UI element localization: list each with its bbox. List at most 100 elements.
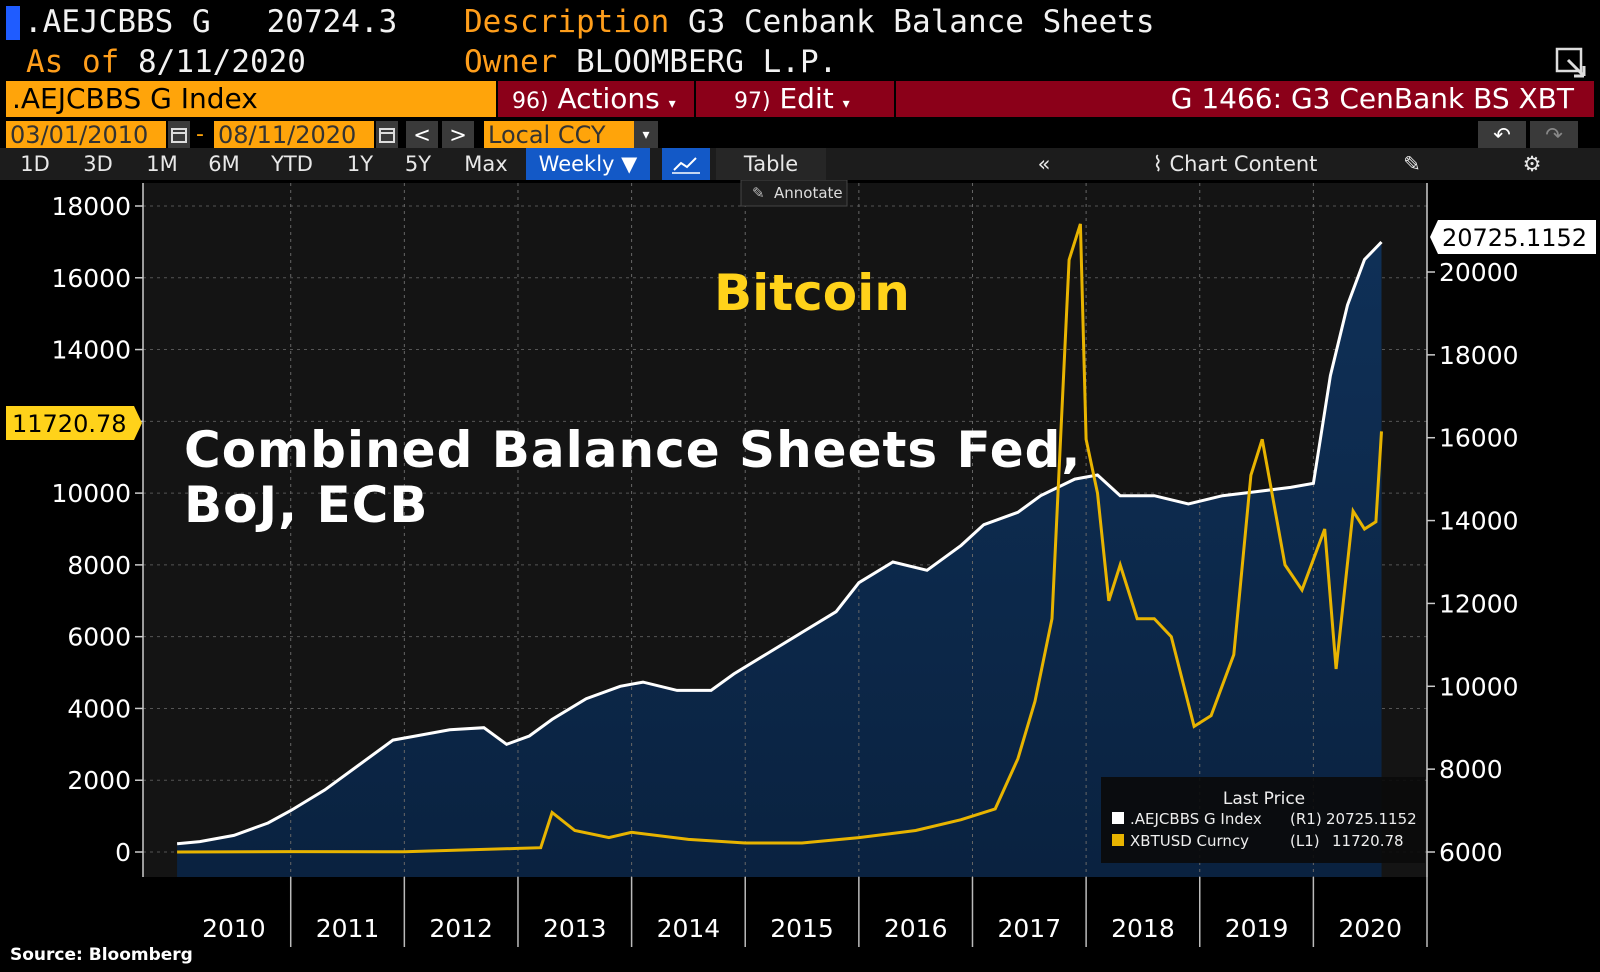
chart-content-label: Chart Content bbox=[1169, 152, 1318, 176]
range-5y[interactable]: 5Y bbox=[404, 152, 432, 176]
ticker[interactable]: .AEJCBBS G bbox=[24, 4, 211, 40]
owner: Owner BLOOMBERG L.P. bbox=[464, 44, 837, 80]
previous-period-button[interactable]: < bbox=[406, 121, 438, 149]
asof-value: 8/11/2020 bbox=[138, 44, 306, 80]
left-tick-label: 8000 bbox=[67, 551, 131, 580]
end-date-field[interactable]: 08/11/2020 bbox=[214, 121, 374, 149]
left-tick-label: 4000 bbox=[67, 694, 131, 723]
left-tick-label: 14000 bbox=[51, 336, 131, 365]
description-label: Description bbox=[464, 4, 670, 40]
frequency-select[interactable]: Weekly ▼ bbox=[526, 148, 650, 180]
x-tick-label: 2018 bbox=[1111, 914, 1175, 943]
frequency-dropdown-icon: ▼ bbox=[621, 152, 638, 176]
frequency-label: Weekly bbox=[538, 152, 615, 176]
owner-value: BLOOMBERG L.P. bbox=[576, 44, 838, 80]
edit-number: 97) bbox=[734, 89, 771, 114]
legend-axis-balance: (R1) bbox=[1290, 810, 1322, 828]
legend-value-bitcoin: 11720.78 bbox=[1332, 832, 1404, 850]
balance-last-tag: 20725.1152 bbox=[1430, 220, 1596, 254]
asof-label: As of bbox=[26, 44, 120, 80]
right-tick-label: 16000 bbox=[1439, 424, 1519, 453]
x-tick-label: 2013 bbox=[543, 914, 607, 943]
range-6m[interactable]: 6M bbox=[208, 152, 240, 176]
currency-dropdown-icon[interactable]: ▾ bbox=[634, 121, 658, 149]
x-tick-label: 2014 bbox=[657, 914, 721, 943]
legend-value-balance: 20725.1152 bbox=[1326, 810, 1417, 828]
description-value: G3 Cenbank Balance Sheets bbox=[687, 4, 1155, 40]
bitcoin-last-value: 11720.78 bbox=[12, 410, 127, 438]
x-tick-label: 2019 bbox=[1225, 914, 1289, 943]
description: Description G3 Cenbank Balance Sheets bbox=[464, 4, 1155, 40]
balance-sheet-area bbox=[177, 242, 1382, 877]
right-tick-label: 8000 bbox=[1439, 755, 1503, 784]
right-tick-label: 14000 bbox=[1439, 507, 1519, 536]
next-period-button[interactable]: > bbox=[442, 121, 474, 149]
edit-chart-icon[interactable]: ✎ bbox=[1403, 152, 1421, 176]
chart-title-bar: G 1466: G3 CenBank BS XBT bbox=[896, 81, 1594, 117]
actions-label: Actions bbox=[557, 82, 660, 115]
annotate-label: Annotate bbox=[774, 184, 843, 202]
left-tick-label: 2000 bbox=[67, 766, 131, 795]
left-tick-label: 16000 bbox=[51, 264, 131, 293]
right-tick-label: 12000 bbox=[1439, 589, 1519, 618]
last-price: 20724.3 bbox=[266, 4, 398, 40]
as-of: As of 8/11/2020 bbox=[26, 44, 306, 80]
security-marker bbox=[6, 6, 20, 40]
left-tick-label: 0 bbox=[115, 838, 131, 867]
legend-header: Last Price bbox=[1223, 789, 1305, 809]
left-tick-label: 10000 bbox=[51, 479, 131, 508]
start-calendar-icon[interactable] bbox=[168, 121, 190, 149]
x-tick-label: 2012 bbox=[429, 914, 493, 943]
bitcoin-line bbox=[177, 223, 1383, 854]
bitcoin-annotation: Bitcoin bbox=[714, 264, 910, 322]
balance-sheet-line bbox=[176, 240, 1383, 846]
legend: Last Price .AEJCBBS G Index (R1) 20725.1… bbox=[1101, 777, 1425, 863]
source-note: Source: Bloomberg bbox=[10, 945, 193, 965]
legend-name-balance: .AEJCBBS G Index bbox=[1130, 810, 1262, 828]
pop-out-icon[interactable] bbox=[1554, 46, 1590, 80]
x-tick-label: 2011 bbox=[316, 914, 380, 943]
left-tick-label: 18000 bbox=[51, 192, 131, 221]
x-tick-label: 2017 bbox=[997, 914, 1061, 943]
range-1d[interactable]: 1D bbox=[20, 152, 50, 176]
range-max[interactable]: Max bbox=[464, 152, 508, 176]
edit-label: Edit bbox=[779, 82, 834, 115]
balance-annotation-line1: Combined Balance Sheets Fed, bbox=[184, 421, 1081, 479]
table-tab[interactable]: Table bbox=[716, 148, 826, 180]
range-1m[interactable]: 1M bbox=[146, 152, 178, 176]
chart-area: 18000 16000 14000 12000 10000 8000 6000 4000 200… bbox=[6, 180, 1596, 965]
chart-content-button[interactable]: ⌇ Chart Content bbox=[1110, 148, 1360, 180]
edit-menu[interactable]: 97) Edit ▾ bbox=[696, 81, 894, 117]
collapse-icon[interactable]: « bbox=[1037, 152, 1051, 176]
redo-icon[interactable]: ↷ bbox=[1530, 121, 1578, 149]
currency-select[interactable]: Local CCY bbox=[484, 121, 634, 149]
line-chart-icon[interactable] bbox=[662, 148, 710, 180]
settings-gear-icon[interactable]: ⚙ bbox=[1522, 152, 1542, 176]
actions-dropdown-icon: ▾ bbox=[668, 96, 676, 112]
annotate-button[interactable] bbox=[740, 180, 848, 207]
range-3d[interactable]: 3D bbox=[83, 152, 113, 176]
edit-dropdown-icon: ▾ bbox=[842, 96, 850, 112]
actions-menu[interactable]: 96) Actions ▾ bbox=[498, 81, 694, 117]
right-tick-label: 18000 bbox=[1439, 341, 1519, 370]
index-field[interactable]: .AEJCBBS G Index bbox=[6, 81, 496, 117]
date-separator: - bbox=[196, 122, 204, 147]
x-tick-label: 2015 bbox=[770, 914, 834, 943]
header-line-1: .AEJCBBS G 20724.3 bbox=[24, 4, 397, 40]
right-tick-label: 6000 bbox=[1439, 838, 1503, 867]
legend-axis-bitcoin: (L1) bbox=[1290, 832, 1320, 850]
legend-name-bitcoin: XBTUSD Curncy bbox=[1130, 832, 1249, 850]
legend-swatch-bitcoin bbox=[1112, 834, 1124, 846]
end-calendar-icon[interactable] bbox=[376, 121, 398, 149]
right-tick-label: 10000 bbox=[1439, 672, 1519, 701]
legend-swatch-balance bbox=[1112, 812, 1124, 824]
range-ytd[interactable]: YTD bbox=[271, 152, 313, 176]
annotate-icon: ✎ bbox=[752, 184, 765, 202]
tab-bar: 1D 3D 1M 6M YTD 1Y 5Y Max Weekly ▼ Table… bbox=[0, 148, 1600, 180]
bitcoin-last-tag: 11720.78 bbox=[6, 406, 142, 440]
x-tick-label: 2016 bbox=[884, 914, 948, 943]
undo-icon[interactable]: ↶ bbox=[1478, 121, 1526, 149]
range-1y[interactable]: 1Y bbox=[346, 152, 374, 176]
start-date-field[interactable]: 03/01/2010 bbox=[6, 121, 166, 149]
chart-content-icon: ⌇ bbox=[1152, 152, 1163, 176]
